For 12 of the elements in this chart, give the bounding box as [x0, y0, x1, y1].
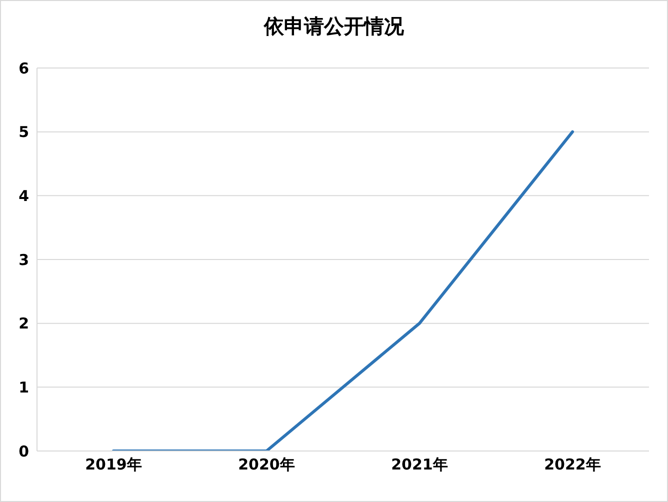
y-tick-label: 4 [18, 186, 29, 205]
y-tick-label: 5 [18, 123, 29, 142]
x-tick-label: 2019年 [85, 456, 142, 474]
y-tick-label: 1 [18, 378, 29, 396]
x-tick-label: 2020年 [238, 456, 295, 474]
y-tick-label: 2 [18, 314, 29, 333]
y-tick-label: 3 [18, 250, 29, 269]
x-tick-label: 2022年 [544, 456, 601, 474]
chart-title: 依申请公开情况 [262, 13, 405, 40]
y-tick-label: 0 [18, 442, 29, 460]
y-tick-label: 6 [18, 59, 29, 78]
x-tick-label: 2021年 [391, 456, 448, 474]
